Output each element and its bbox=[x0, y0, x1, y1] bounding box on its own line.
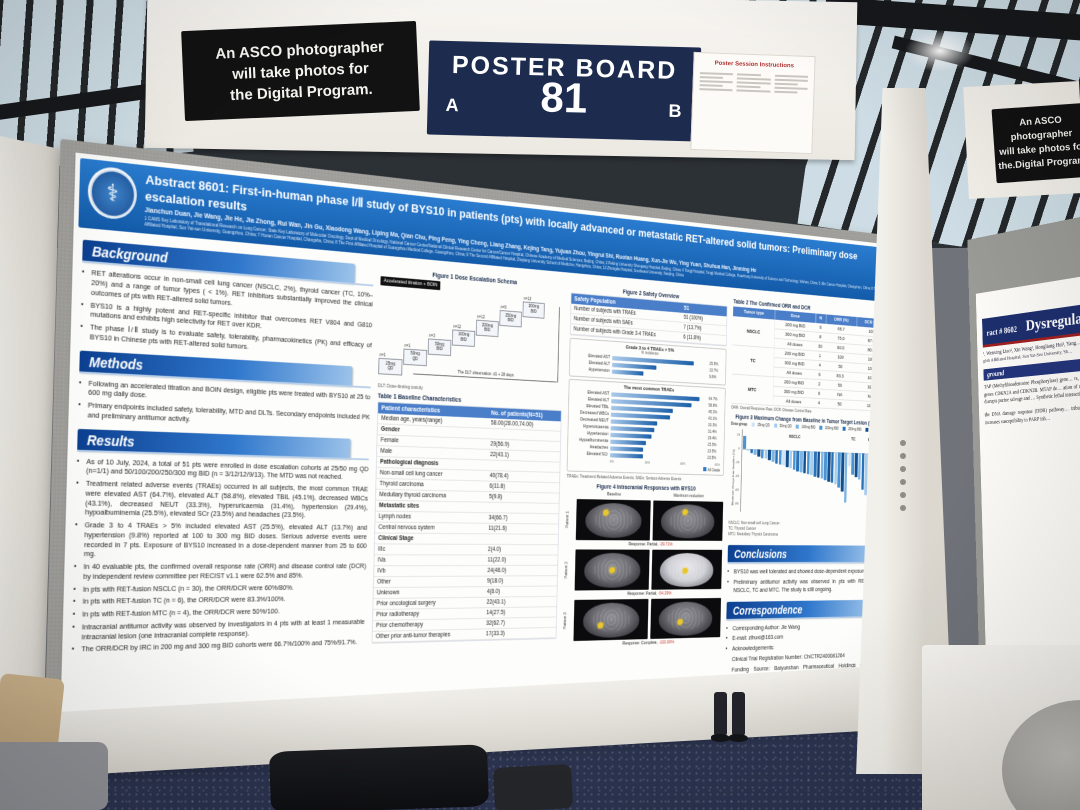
mri-image bbox=[575, 499, 651, 541]
bullet-item: • In pts with RET-fusion TC (n = 6), the … bbox=[72, 594, 286, 607]
bullet-item: • Treatment related adverse events (TRAEs… bbox=[76, 478, 369, 520]
ceiling-light bbox=[905, 30, 975, 72]
dose-step: n=13 300mg BID bbox=[522, 296, 545, 319]
waterfall-bar bbox=[742, 436, 747, 450]
dose-escalation-schema: Accelerated titration + BOIN n=1 25mg QD n=… bbox=[378, 276, 564, 391]
column-text: Background • RET alterations occur in non… bbox=[70, 239, 374, 712]
column-figure1-table1: Figure 1 Dose Escalation Schema Accelera… bbox=[370, 266, 564, 700]
dose-step: n=9 250mg BID bbox=[499, 305, 522, 328]
legend-item: 250mg BID bbox=[842, 427, 862, 432]
pin-hole bbox=[899, 492, 906, 498]
section-header-conclusions: Conclusions bbox=[727, 545, 872, 564]
column-safety-brains: Figure 2 Safety Overview Safety Populati… bbox=[562, 283, 728, 692]
pin-hole bbox=[899, 466, 906, 472]
results-list: • As of 10 July, 2024, a total of 51 pts … bbox=[72, 456, 369, 654]
waterfall-bar bbox=[750, 449, 754, 453]
figure2-footnote: TRAEs: Treatment Related Adverse Events;… bbox=[566, 474, 682, 483]
mri-image bbox=[574, 549, 650, 591]
chair bbox=[492, 763, 574, 810]
waterfall-chart: Maximum change from baseline (%) 20 0 -20-… bbox=[729, 428, 885, 521]
bullet-item: • BYS10 was well tolerated and showed dos… bbox=[727, 567, 868, 576]
waterfall-bar bbox=[771, 450, 775, 462]
bullet-item: • Preliminary antitumor activity was obse… bbox=[727, 577, 882, 594]
mri-grid: Baseline Maximum reduction Patient 1 Respon… bbox=[563, 491, 724, 648]
chair bbox=[0, 742, 108, 810]
leg bbox=[732, 692, 745, 736]
table-row: IVa 11(22.0) bbox=[374, 555, 558, 567]
legend-item: 200mg BID bbox=[819, 425, 839, 431]
table-row: Clinical Stage bbox=[374, 533, 559, 546]
dose-step: n=1 25mg QD bbox=[378, 353, 403, 376]
person-legs bbox=[711, 692, 748, 742]
photographer-sign-left: An ASCO photographer will take photos fo… bbox=[181, 20, 420, 122]
waterfall-bar bbox=[789, 450, 793, 469]
shoe bbox=[729, 734, 748, 742]
session-sign-title: Poster Session Instructions bbox=[714, 60, 795, 70]
waterfall-bar bbox=[843, 452, 848, 503]
legend-item: 50mg QD bbox=[773, 423, 792, 429]
bullet-item: • Grade 3 to 4 TRAEs > 5% included elevat… bbox=[75, 520, 368, 559]
grade34-chart: Grade 3 to 4 TRAEs > 5% % incidence Elev… bbox=[568, 338, 727, 386]
adjacent-poster-title: Dysregulati bbox=[1025, 308, 1080, 335]
poster-board-sign: POSTER BOARD A 81 B bbox=[426, 40, 702, 142]
baseline-table: Patient characteristics No. of patients(… bbox=[371, 401, 562, 645]
pin-hole bbox=[899, 440, 906, 446]
dose-step: n=12 100mg BID bbox=[451, 324, 476, 347]
orr-dcr-table: Tumor type Dose N ORR (%) DCR (%) NSCLC 200 mg… bbox=[731, 306, 887, 412]
table1-col2: No. of patients(N=51) bbox=[490, 410, 543, 419]
section-header-correspondence: Correspondence bbox=[726, 599, 871, 620]
waterfall-bar bbox=[746, 449, 750, 451]
dose-step: n=3 50mg BID bbox=[427, 333, 452, 357]
bullet-item: • In pts with RET-fusion NSCLC (n = 30), … bbox=[73, 582, 294, 594]
legend-swatch-icon bbox=[703, 467, 707, 472]
adjacent-poster-board: ract # 8602 Dysregulati ¹, Wenxing Liao¹… bbox=[967, 197, 1080, 718]
bullet-item: • In 40 evaluable pts, the confirmed over… bbox=[73, 561, 367, 581]
mri-caption: Response: Partial, -54.29% bbox=[627, 591, 672, 598]
bullet-item: • As of 10 July, 2024, a total of 51 pts … bbox=[76, 456, 369, 482]
adjacent-poster: ract # 8602 Dysregulati ¹, Wenxing Liao¹… bbox=[975, 260, 1080, 710]
legend-title: Dose group bbox=[730, 421, 748, 427]
mri-caption: Response: Partial, -39.71% bbox=[628, 542, 673, 548]
board-slot-b: B bbox=[668, 100, 682, 122]
leg bbox=[714, 692, 727, 736]
common-traes-chart: The most common TRAEs Elevated AST 64.7% E… bbox=[566, 379, 726, 477]
mri-image bbox=[573, 599, 649, 642]
cams-logo-icon: ⚕ bbox=[87, 164, 138, 221]
chair bbox=[268, 744, 490, 810]
waterfall-bar bbox=[757, 449, 761, 457]
dose-step: n=12 200mg BID bbox=[475, 314, 499, 338]
adjacent-abstract-number: ract # 8602 bbox=[986, 324, 1018, 338]
pin-hole bbox=[899, 505, 906, 511]
figure3-footnotes: NSCLC: Non-small cell Lung Cancer TC: Thy… bbox=[728, 520, 780, 538]
mri-image bbox=[651, 549, 723, 591]
pin-hole bbox=[899, 453, 906, 459]
shoe bbox=[711, 734, 730, 742]
waterfall-bar bbox=[775, 450, 779, 464]
photographer-sign-right: An ASCO photographer will take photos fo… bbox=[991, 102, 1080, 184]
board-slot-a: A bbox=[445, 94, 459, 116]
waterfall-bar bbox=[753, 449, 757, 456]
mri-image bbox=[649, 598, 722, 640]
mri-image bbox=[652, 500, 724, 542]
poster-8601: ⚕ Abstract 8601: First-in-human phase Ⅰ/… bbox=[60, 152, 895, 716]
board-number: 81 bbox=[539, 73, 588, 122]
conclusions-list: • BYS10 was well tolerated and showed dos… bbox=[727, 568, 882, 595]
session-sign-text bbox=[699, 70, 808, 96]
waterfall-bar bbox=[760, 449, 764, 459]
pin-hole bbox=[899, 479, 906, 485]
legend-item: 25mg QD bbox=[751, 422, 770, 428]
dose-step: n=1 50mg QD bbox=[403, 343, 428, 366]
legend-item: 100mg BID bbox=[795, 424, 815, 430]
methods-list: • Following an accelerated titration and … bbox=[78, 378, 370, 431]
section-header-results: Results bbox=[77, 428, 351, 459]
session-info-sign: Poster Session Instructions bbox=[690, 51, 816, 155]
table-row: IIIc 2(4.0) bbox=[374, 544, 558, 556]
waterfall-bar bbox=[803, 451, 807, 474]
